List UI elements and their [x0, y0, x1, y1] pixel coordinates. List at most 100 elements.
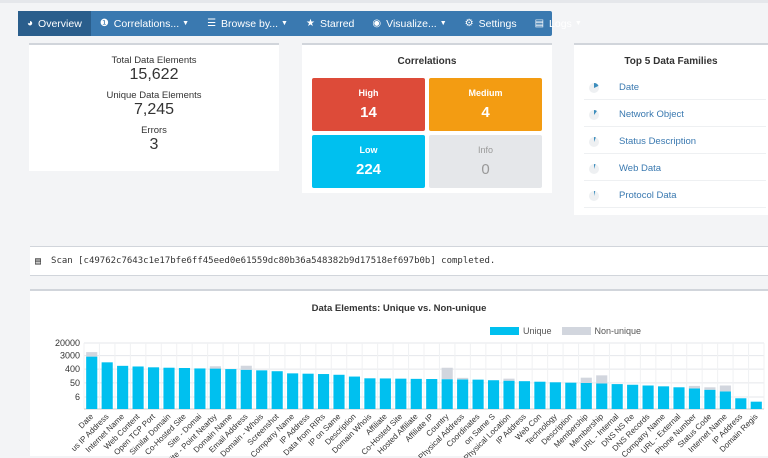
- chart-legend: Unique Non-unique: [490, 326, 651, 336]
- bar-unique: [395, 378, 407, 409]
- info-circle-icon: ❶: [99, 18, 109, 29]
- bar-nonunique: [688, 385, 701, 389]
- bar-unique: [487, 380, 500, 409]
- chart-panel: Data Elements: Unique vs. Non-unique Uni…: [30, 289, 768, 458]
- pie-chart-icon: [589, 190, 599, 201]
- bar-unique: [534, 381, 546, 409]
- bar-unique: [518, 381, 531, 409]
- bar-unique: [348, 376, 361, 409]
- scan-status-text: Scan [c49762c7643c1e17bfe6ff45eed0e61559…: [51, 256, 496, 266]
- nav-starred[interactable]: ★ Starred: [297, 11, 363, 36]
- bar-unique: [426, 379, 438, 409]
- bar-unique: [627, 384, 639, 409]
- family-row: Date: [584, 76, 766, 100]
- legend-nonunique-swatch: [561, 327, 591, 335]
- bar-unique: [472, 379, 484, 409]
- y-tick-label: 50: [70, 378, 80, 388]
- total-elements-value: 15,622: [129, 66, 179, 83]
- high-correlations-box[interactable]: High 14: [312, 78, 425, 131]
- nav-settings[interactable]: ⚙ Settings: [456, 11, 526, 36]
- family-link[interactable]: Status Description: [619, 136, 697, 147]
- low-label: Low: [359, 145, 378, 155]
- info-value: 0: [481, 161, 490, 178]
- bar-nonunique: [86, 352, 98, 357]
- star-icon: ★: [305, 18, 315, 29]
- legend-nonunique-label: Non-unique: [594, 326, 642, 336]
- scan-status-bar: ▤ Scan [c49762c7643c1e17bfe6ff45eed0e615…: [30, 246, 768, 276]
- bar-unique: [317, 374, 330, 409]
- pie-chart-icon: [589, 136, 599, 147]
- high-label: High: [358, 88, 379, 98]
- bar-unique: [750, 401, 762, 409]
- bar-unique: [178, 367, 191, 409]
- bar-nonunique: [580, 377, 592, 383]
- bar-unique: [503, 380, 515, 409]
- correlations-panel: Correlations High 14 Medium 4 Low 224 In…: [302, 43, 552, 193]
- low-correlations-box[interactable]: Low 224: [312, 135, 425, 188]
- bar-unique: [209, 368, 221, 409]
- family-row: Protocol Data: [584, 184, 766, 208]
- bar-unique: [719, 391, 731, 409]
- family-link[interactable]: Network Object: [619, 109, 684, 120]
- family-link[interactable]: Web Data: [619, 163, 662, 174]
- pie-chart-icon: [589, 82, 599, 93]
- bar-unique: [240, 369, 252, 409]
- bar-unique: [302, 373, 314, 409]
- gear-icon: ⚙: [464, 18, 474, 29]
- bar-unique: [194, 368, 206, 409]
- bar-nonunique: [596, 375, 608, 384]
- info-correlations-box[interactable]: Info 0: [429, 135, 542, 188]
- chart-title: Data Elements: Unique vs. Non-unique: [311, 303, 487, 314]
- medium-value: 4: [481, 104, 490, 121]
- y-tick-label: 20000: [55, 338, 80, 348]
- bar-unique: [735, 398, 747, 409]
- bar-nonunique: [441, 367, 453, 380]
- family-row: Status Description: [584, 130, 766, 154]
- family-link[interactable]: Date: [619, 82, 640, 93]
- legend-nonunique[interactable]: Non-unique: [561, 326, 642, 336]
- family-row: Web Data: [584, 157, 766, 181]
- correlations-title: Correlations: [397, 56, 457, 67]
- bar-unique: [611, 384, 623, 409]
- nav-label: Settings: [478, 17, 517, 30]
- nav-correlations[interactable]: ❶ Correlations... ▼: [91, 11, 198, 36]
- medium-correlations-box[interactable]: Medium 4: [429, 78, 542, 131]
- nav-overview[interactable]: ◕ Overview: [18, 11, 91, 36]
- caret-down-icon: ▼: [574, 20, 582, 27]
- nav-label: Starred: [319, 17, 355, 30]
- nav-label: Correlations...: [113, 17, 180, 30]
- y-tick-label: 3000: [60, 351, 80, 361]
- server-icon: ▤: [35, 255, 42, 267]
- bar-nonunique: [503, 378, 515, 381]
- nav-label: Overview: [38, 17, 82, 30]
- bar-unique: [580, 382, 592, 409]
- families-title: Top 5 Data Families: [624, 56, 718, 67]
- bar-nonunique: [704, 387, 716, 390]
- bar-unique: [163, 367, 175, 409]
- bar-unique: [287, 373, 299, 409]
- bar-unique: [410, 378, 422, 409]
- family-row: Network Object: [584, 103, 766, 127]
- pie-chart-icon: [589, 163, 599, 174]
- caret-down-icon: ▼: [182, 20, 190, 27]
- bar-unique: [117, 365, 129, 409]
- nav-label: Visualize...: [386, 17, 437, 30]
- bar-unique: [704, 389, 716, 409]
- legend-unique[interactable]: Unique: [490, 326, 552, 336]
- nav-visualize[interactable]: ◉ Visualize... ▼: [363, 11, 455, 36]
- nav-logs[interactable]: ▤ Logs ▼: [526, 11, 591, 36]
- low-value: 224: [355, 161, 382, 178]
- info-label: Info: [477, 145, 493, 155]
- bar-nonunique: [457, 377, 469, 380]
- bar-unique: [457, 379, 469, 409]
- nav-browse-by[interactable]: ☰ Browse by... ▼: [198, 11, 297, 36]
- bar-unique: [379, 378, 391, 409]
- bar-unique: [441, 379, 453, 409]
- bar-unique: [549, 382, 561, 409]
- legend-unique-label: Unique: [523, 326, 552, 336]
- pie-chart-icon: [589, 109, 599, 120]
- bar-unique: [596, 383, 608, 409]
- family-link[interactable]: Protocol Data: [619, 190, 677, 201]
- bar-unique: [256, 370, 268, 409]
